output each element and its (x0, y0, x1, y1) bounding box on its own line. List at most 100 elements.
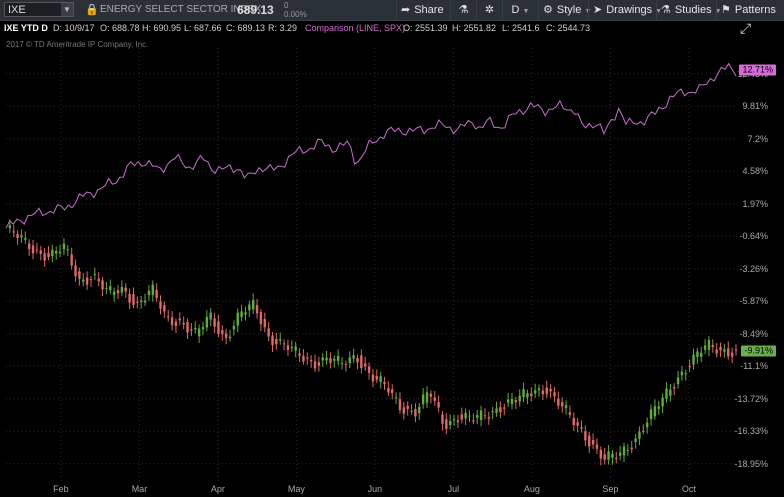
candle-body (510, 398, 514, 405)
patterns-button[interactable]: ⚑ Patterns (716, 0, 780, 20)
candle-body (85, 277, 89, 285)
candle-body (518, 395, 521, 402)
candle-body (182, 322, 185, 325)
candle-body (603, 454, 606, 460)
candle-body (112, 291, 116, 296)
candle-body (271, 335, 274, 346)
candle-body (418, 406, 421, 414)
candle-body (120, 287, 124, 293)
candle-body (723, 349, 726, 352)
studies-button[interactable]: ⚗ Studies ▼ (656, 0, 726, 20)
candle-body (16, 233, 19, 239)
timeframe-button[interactable]: D ▼ (502, 0, 538, 20)
settings-button[interactable]: ✲ (476, 0, 502, 20)
x-tick-label: Mar (131, 484, 148, 494)
candle-body (336, 355, 340, 361)
candle-body (275, 338, 278, 345)
candle-body (298, 353, 301, 356)
candle-body (174, 321, 178, 327)
symbol-input[interactable]: IXE ▼ (4, 2, 74, 17)
candle-body (109, 286, 112, 291)
candle-body (503, 407, 506, 409)
candle-body (31, 245, 35, 254)
candle-body (367, 366, 371, 373)
candle-body (348, 357, 351, 364)
candle-body (591, 439, 595, 445)
candle-body (495, 408, 498, 413)
candle-body (240, 311, 243, 318)
chart-title[interactable]: IXE YTD D (4, 23, 48, 33)
lock-icon[interactable]: 🔒 (85, 4, 99, 16)
candle-body (522, 389, 525, 398)
candle-body (464, 412, 467, 419)
candle-body (661, 397, 664, 407)
x-tick-label: Jul (447, 484, 460, 494)
drawings-button[interactable]: ➤ Drawings ▼ (588, 0, 666, 20)
caret-down-icon: ▼ (584, 8, 592, 15)
candle-body (696, 351, 699, 358)
candle-body (618, 452, 622, 456)
candle-body (321, 357, 324, 361)
candle-body (236, 312, 239, 326)
x-tick-label: Apr (210, 484, 225, 494)
candle-body (35, 249, 39, 251)
candle-body (630, 447, 633, 450)
candle-body (128, 293, 131, 303)
candle-body (441, 414, 444, 424)
y-tick-label: 1.97% (742, 198, 768, 209)
caret-down-icon: ▼ (655, 8, 663, 15)
candle-body (259, 312, 263, 325)
candle-body (39, 250, 42, 254)
candle-body (491, 411, 494, 413)
patterns-icon: ⚑ (721, 4, 731, 16)
candle-body (201, 327, 205, 330)
candle-body (89, 279, 93, 281)
candle-body (537, 388, 541, 391)
candle-body (414, 408, 417, 417)
candle-body (232, 325, 236, 330)
candle-body (360, 355, 363, 368)
collapse-icon[interactable]: ⤢ (740, 20, 752, 36)
candle-body (692, 354, 695, 365)
candle-body (78, 271, 81, 279)
candle-body (116, 290, 120, 294)
candle-body (24, 238, 27, 240)
pct-change: 0.00% (284, 10, 307, 19)
candle-body (294, 346, 297, 351)
flask-button[interactable]: ⚗ (450, 0, 476, 20)
y-tick-label: -8.49% (739, 328, 768, 339)
candle-body (673, 387, 676, 389)
candle-body (101, 280, 104, 290)
candle-body (317, 362, 321, 366)
candle-body (533, 390, 537, 394)
candle-body (437, 402, 440, 408)
candle-body (394, 397, 398, 399)
cmp-high: H: 2551.82 (452, 23, 497, 33)
candle-body (27, 243, 31, 250)
cmp-low: L: 2541.6 (502, 23, 540, 33)
share-icon: ➦ (401, 4, 411, 16)
candle-body (186, 322, 189, 333)
candle-body (12, 231, 15, 233)
candle-body (43, 253, 46, 261)
candle-body (452, 418, 456, 420)
share-button[interactable]: ➦ Share (396, 0, 448, 20)
candle-body (105, 287, 108, 289)
symbol-dropdown-icon[interactable]: ▼ (61, 3, 73, 16)
candle-body (364, 363, 367, 367)
candle-body (448, 420, 452, 426)
candle-body (306, 357, 309, 359)
style-button[interactable]: ⚙ Style ▼ (538, 0, 595, 20)
candle-body (151, 284, 154, 296)
candle-body (167, 316, 170, 318)
caret-down-icon: ▼ (522, 8, 530, 15)
candle-body (638, 431, 641, 439)
candle-body (676, 377, 680, 385)
x-tick-label: Oct (681, 484, 696, 494)
comparison-label[interactable]: Comparison (LINE, SPX) (305, 23, 406, 33)
candle-body (290, 347, 294, 349)
candle-body (669, 389, 672, 396)
candle-body (487, 417, 491, 419)
x-tick-label: Feb (53, 484, 69, 494)
